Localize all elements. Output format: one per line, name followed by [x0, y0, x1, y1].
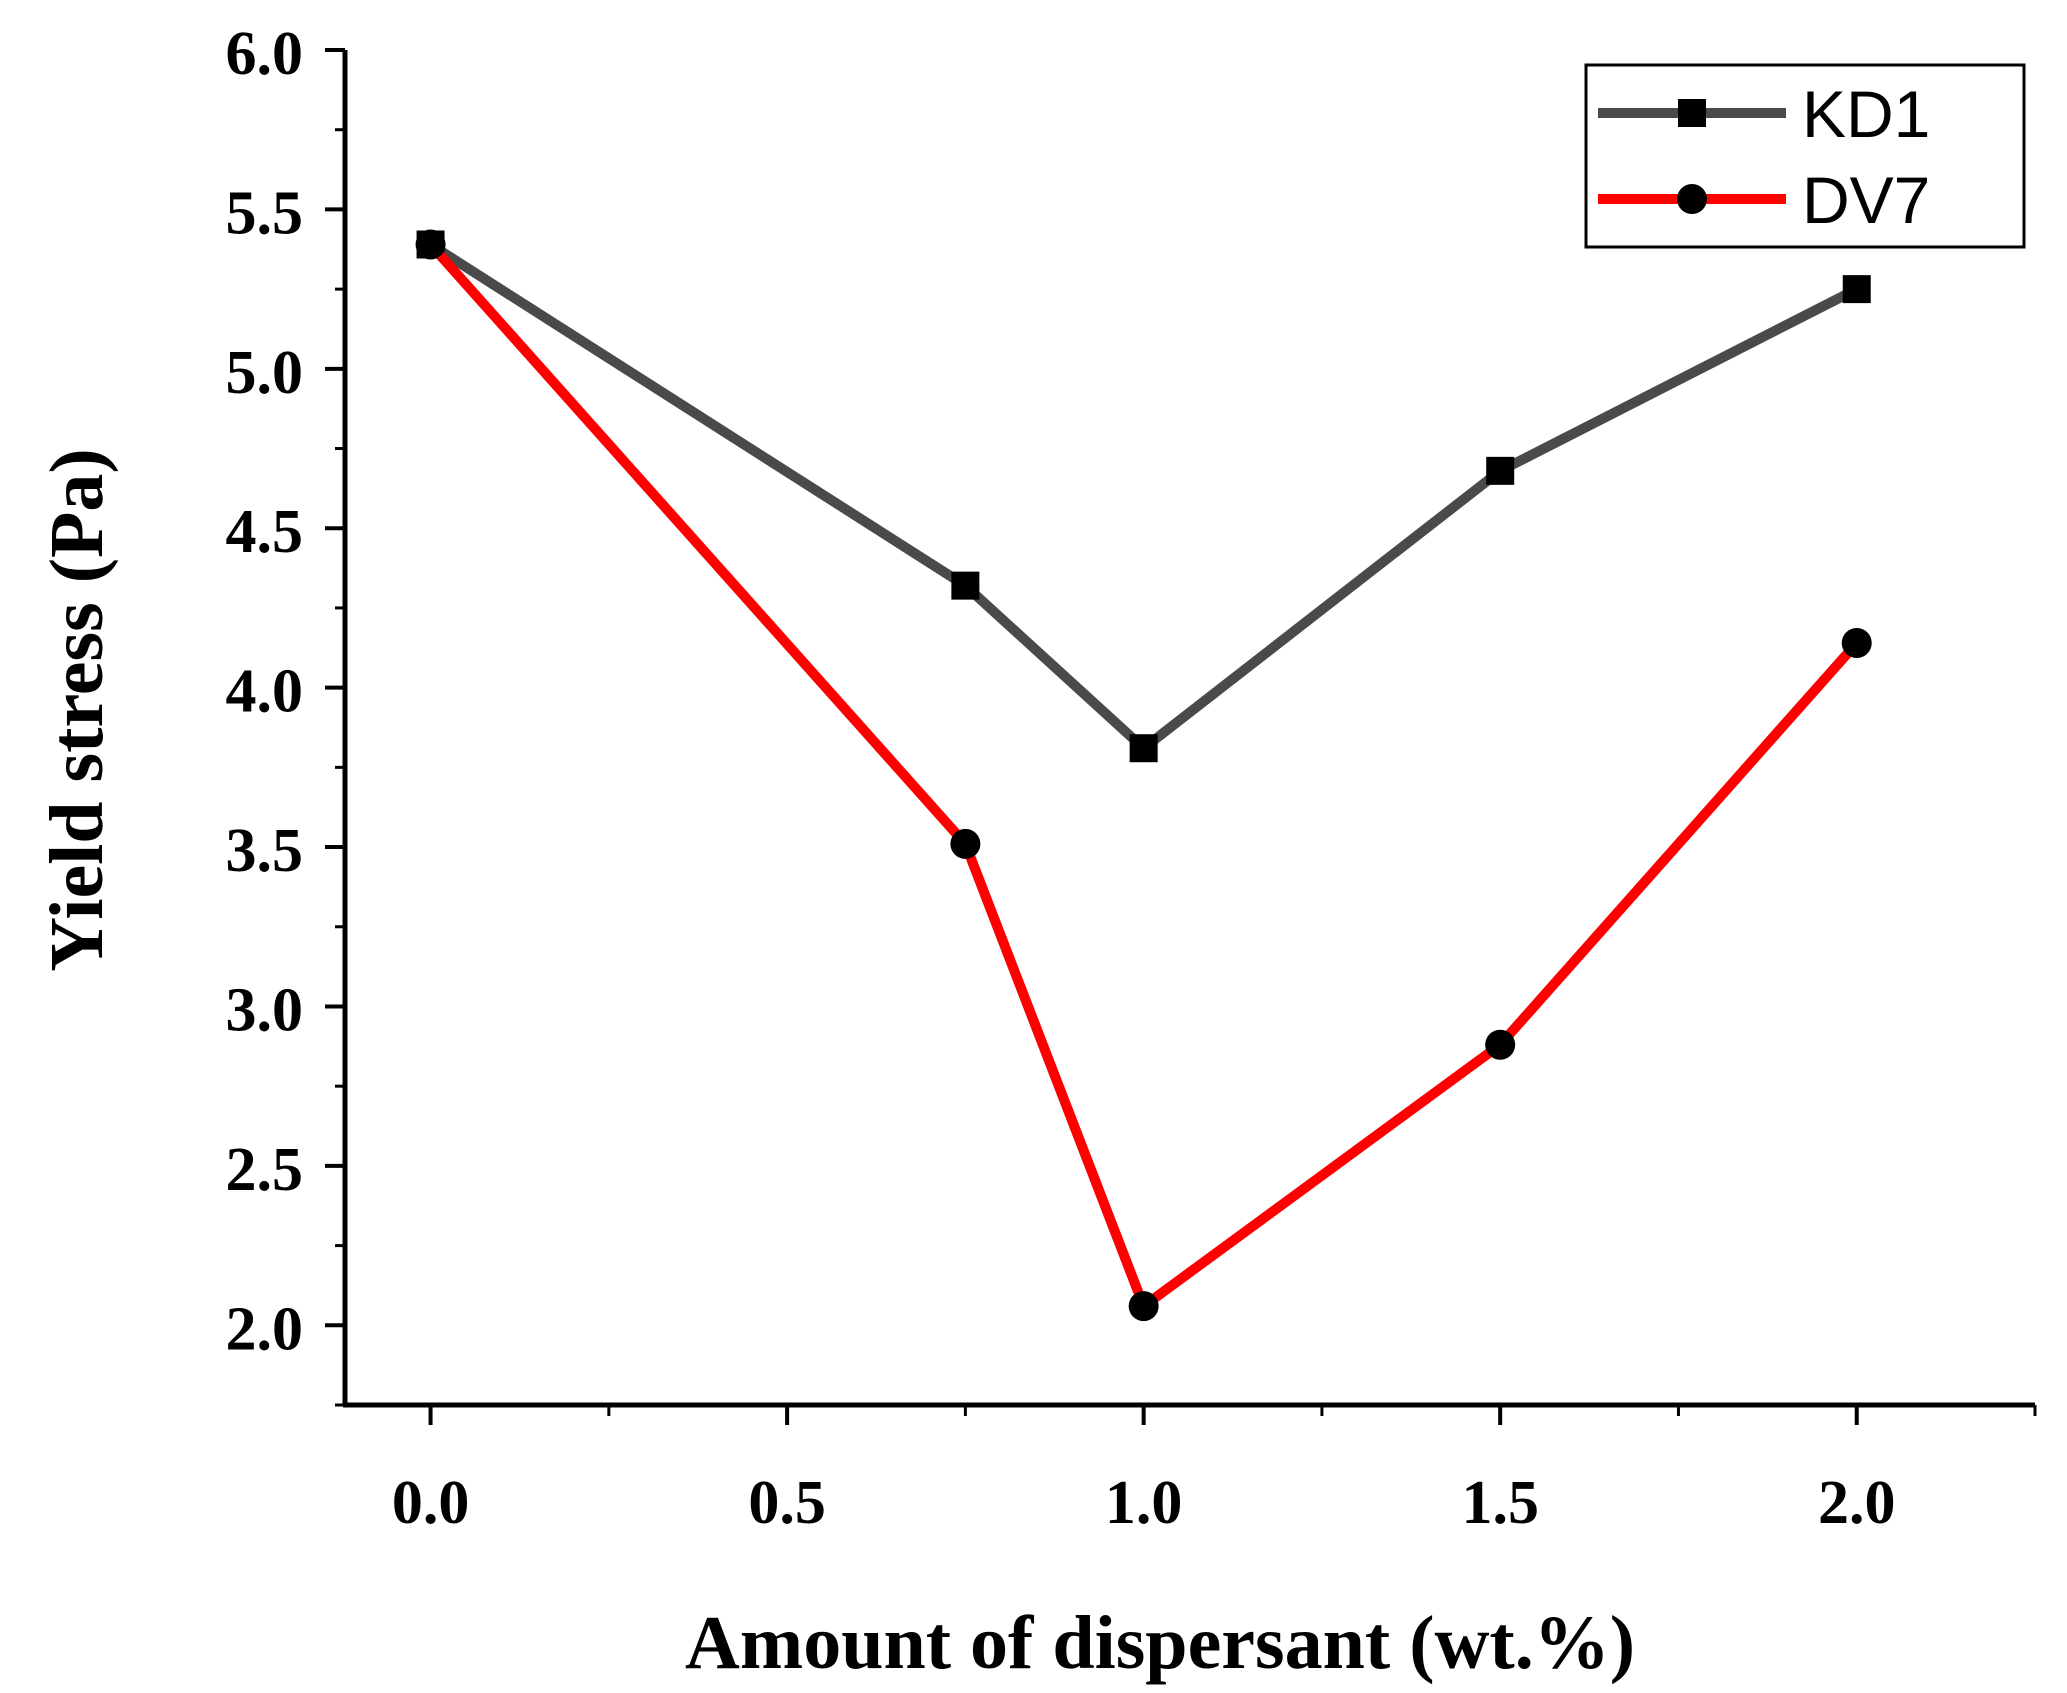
y-tick-label: 5.5 [226, 179, 304, 247]
axes [342, 50, 2035, 1408]
x-tick-label: 0.0 [392, 1469, 470, 1537]
legend-marker-circle [1677, 184, 1707, 214]
y-axis-title: Yield stress (Pa) [35, 448, 119, 971]
y-tick-label: 3.0 [226, 976, 304, 1044]
data-point-dv7 [415, 229, 446, 260]
data-point-kd1 [951, 571, 980, 600]
y-tick-label: 2.5 [226, 1136, 304, 1204]
legend-box [1584, 63, 2026, 249]
data-point-dv7 [950, 828, 981, 859]
legend-label-kd1: KD1 [1802, 77, 1930, 151]
x-tick-label: 0.5 [748, 1469, 826, 1537]
legend-label-dv7: DV7 [1802, 163, 1930, 237]
x-tick-label: 1.5 [1461, 1469, 1539, 1537]
y-tick-label: 5.0 [226, 339, 304, 407]
series-line-kd1 [427, 240, 1860, 755]
series-group [415, 229, 1872, 1322]
x-axis-title: Amount of dispersant (wt.%) [685, 1601, 1635, 1685]
y-tick-label: 4.5 [226, 498, 304, 566]
y-tick-label: 4.0 [226, 658, 304, 726]
data-point-dv7 [1485, 1029, 1516, 1060]
y-tick-label: 6.0 [226, 20, 304, 88]
data-point-kd1 [1129, 734, 1158, 763]
x-tick-label: 2.0 [1818, 1469, 1896, 1537]
y-tick-label: 3.5 [226, 817, 304, 885]
ticks: 2.0 2.5 3.0 3.5 4.0 4.5 5.0 5.5 6.0 0.0 0.5 1.0 1.5 2… [226, 20, 2037, 1537]
data-point-dv7 [1841, 628, 1872, 659]
y-tick-label: 2.0 [226, 1295, 304, 1363]
legend-marker-square [1678, 99, 1706, 127]
x-tick-label: 1.0 [1105, 1469, 1183, 1537]
data-point-dv7 [1128, 1291, 1159, 1322]
data-point-kd1 [1842, 275, 1871, 304]
data-point-kd1 [1486, 456, 1515, 485]
